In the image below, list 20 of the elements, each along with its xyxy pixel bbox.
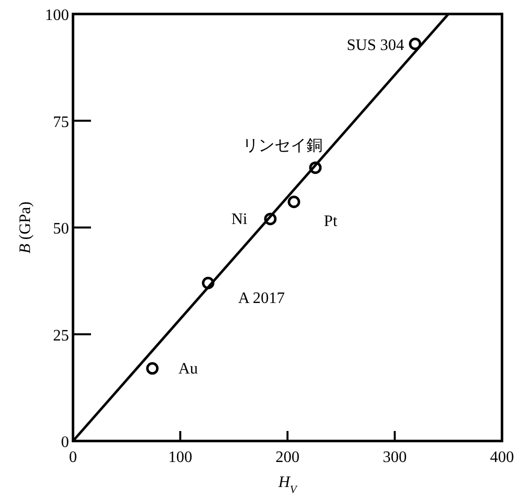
y-tick-label: 75 bbox=[53, 114, 69, 131]
point bbox=[146, 362, 159, 375]
y-axis-title: B (GPa) bbox=[17, 202, 34, 254]
x-tick-label: 200 bbox=[276, 449, 300, 466]
y-tick-label: 100 bbox=[45, 7, 69, 24]
annotation: Pt bbox=[324, 212, 338, 230]
x-tick-label: 400 bbox=[490, 449, 514, 466]
y-tick-label: 50 bbox=[53, 220, 69, 238]
annotation: SUS 304 bbox=[346, 36, 404, 54]
annotation: Ni bbox=[231, 210, 248, 228]
point bbox=[288, 196, 300, 208]
y-tick-label: 0 bbox=[61, 434, 69, 451]
x-tick-label: 100 bbox=[168, 449, 192, 466]
x-axis-title: H$_{V}$ bbox=[277, 474, 298, 496]
annotation: リンセイ銅 bbox=[242, 138, 322, 155]
point bbox=[408, 38, 422, 50]
x-tick-label: 300 bbox=[382, 449, 407, 466]
annotation: Au bbox=[178, 360, 198, 378]
annotation: A 2017 bbox=[238, 290, 285, 308]
y-tick-label: 25 bbox=[53, 327, 69, 344]
